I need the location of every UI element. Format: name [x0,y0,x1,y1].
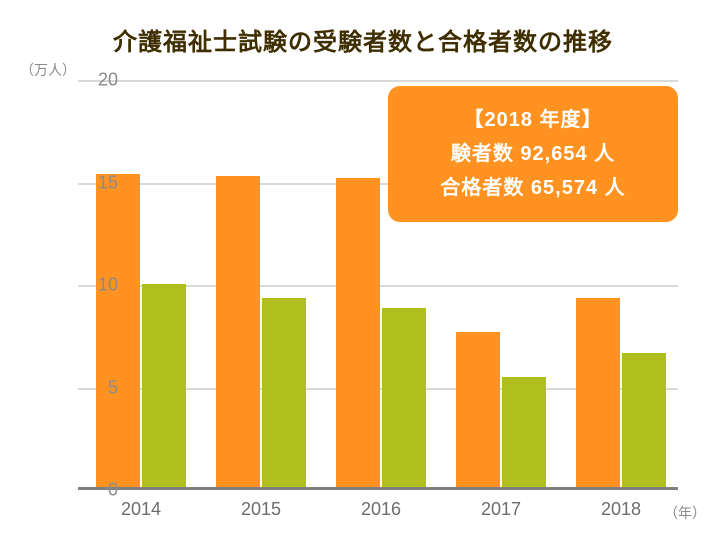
y-tick-label: 5 [108,377,118,398]
bar-primary [576,298,620,487]
bar-primary [336,178,380,487]
chart-title: 介護福祉士試験の受験者数と合格者数の推移 [0,0,726,57]
bar-group [96,174,186,487]
bar-group [576,298,666,487]
x-tick-label: 2014 [121,499,161,520]
x-axis-unit: （年） [664,503,706,523]
callout-box: 【2018 年度】 験者数 92,654 人 合格者数 65,574 人 [388,86,678,222]
bar-group [336,178,426,487]
bar-secondary [262,298,306,487]
y-tick-label: 10 [98,275,118,296]
bar-secondary [142,284,186,488]
y-tick-label: 20 [98,70,118,91]
x-axis-baseline [78,487,678,490]
y-axis-unit: （万人） [20,60,76,80]
bar-group [456,332,546,487]
callout-line-1: 【2018 年度】 [410,104,656,136]
bar-secondary [502,377,546,487]
bar-primary [96,174,140,487]
callout-line-2: 験者数 92,654 人 [410,138,656,170]
x-tick-label: 2015 [241,499,281,520]
x-tick-label: 2016 [361,499,401,520]
x-tick-label: 2018 [601,499,641,520]
bar-primary [456,332,500,487]
bar-secondary [382,308,426,487]
y-tick-label: 0 [108,480,118,501]
bar-secondary [622,353,666,487]
bar-group [216,176,306,487]
x-tick-label: 2017 [481,499,521,520]
bar-primary [216,176,260,487]
y-tick-label: 15 [98,172,118,193]
callout-line-3: 合格者数 65,574 人 [410,172,656,204]
